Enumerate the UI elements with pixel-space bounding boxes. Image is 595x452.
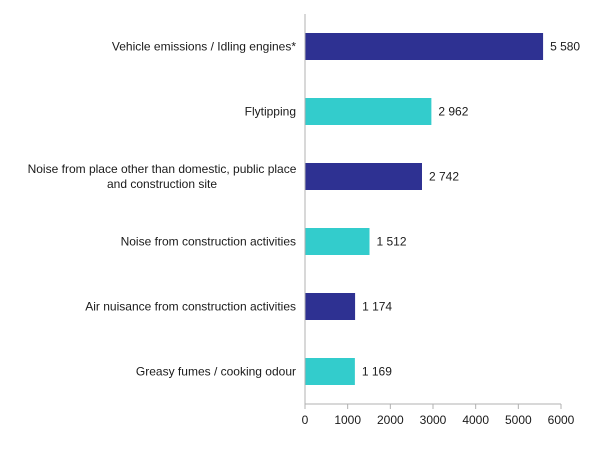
category-label-4: Air nuisance from construction activitie… xyxy=(85,300,296,314)
x-tick-label-6: 6000 xyxy=(548,413,575,427)
bar-4 xyxy=(305,293,356,320)
category-label-0: Vehicle emissions / Idling engines* xyxy=(112,40,296,54)
x-tick-label-1: 1000 xyxy=(334,413,361,427)
category-labels: Vehicle emissions / Idling engines* Flyti… xyxy=(28,40,297,379)
bar-5 xyxy=(305,358,355,385)
value-label-5: 1 169 xyxy=(362,365,392,379)
category-label-3: Noise from construction activities xyxy=(121,235,296,249)
x-tick-label-0: 0 xyxy=(302,413,309,427)
bar-1 xyxy=(305,98,432,125)
category-label-1: Flytipping xyxy=(245,105,296,119)
value-label-3: 1 512 xyxy=(377,235,407,249)
bars-group xyxy=(305,33,544,385)
bar-2 xyxy=(305,163,422,190)
category-label-2: Noise from place other than domestic, pu… xyxy=(28,162,297,191)
value-label-0: 5 580 xyxy=(550,40,580,54)
bar-0 xyxy=(305,33,544,60)
x-tick-label-4: 4000 xyxy=(462,413,489,427)
x-tick-label-2: 2000 xyxy=(377,413,404,427)
value-labels: 5 580 2 962 2 742 1 512 1 174 1 169 xyxy=(362,40,581,379)
category-label-5: Greasy fumes / cooking odour xyxy=(136,365,296,379)
x-tick-label-3: 3000 xyxy=(420,413,447,427)
value-label-2: 2 742 xyxy=(429,170,459,184)
value-label-1: 2 962 xyxy=(438,105,468,119)
value-label-4: 1 174 xyxy=(362,300,392,314)
bar-3 xyxy=(305,228,370,255)
x-tick-label-5: 5000 xyxy=(505,413,532,427)
x-axis-ticks: 0 1000 2000 3000 4000 5000 6000 xyxy=(302,404,575,427)
